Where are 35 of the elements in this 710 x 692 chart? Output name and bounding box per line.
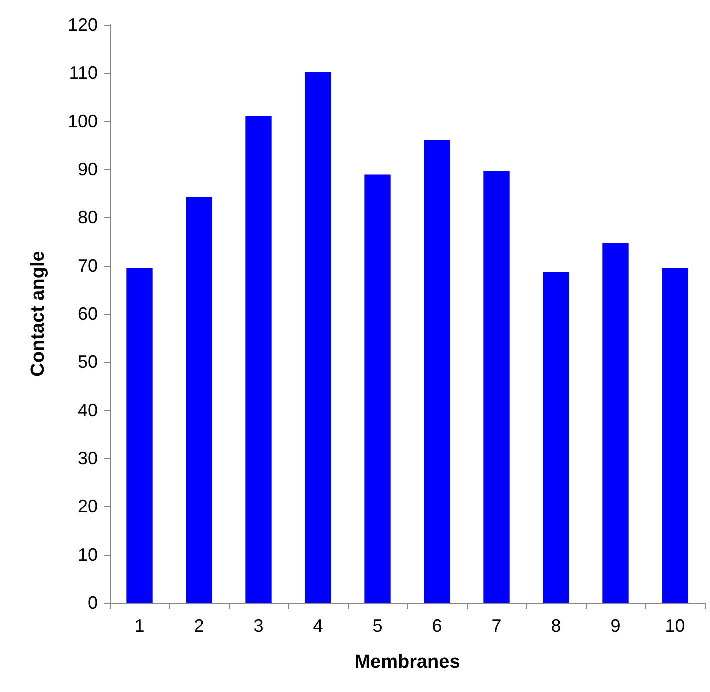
- y-tick-label: 70: [78, 256, 98, 276]
- y-tick-label: 30: [78, 448, 98, 468]
- y-tick-label: 80: [78, 208, 98, 228]
- y-tick-label: 90: [78, 160, 98, 180]
- bar: [484, 170, 510, 603]
- y-tick-label: 0: [88, 593, 98, 613]
- x-tick-label: 7: [492, 616, 502, 636]
- x-tick-label: 1: [134, 616, 145, 636]
- y-tick-label: 40: [78, 400, 98, 420]
- bar: [602, 243, 629, 603]
- bar: [543, 272, 570, 603]
- x-tick-label: 8: [551, 616, 562, 636]
- y-tick-label: 60: [78, 304, 98, 324]
- x-tick-label: 5: [372, 616, 383, 636]
- y-tick-label: 100: [68, 111, 98, 132]
- bar: [662, 268, 688, 603]
- x-tick-label: 2: [194, 616, 204, 636]
- x-tick-label: 6: [432, 616, 442, 636]
- y-axis-title: Contact angle: [28, 251, 49, 377]
- y-tick-label: 10: [78, 544, 98, 565]
- bar: [305, 72, 332, 603]
- y-tick-label: 50: [78, 352, 98, 372]
- y-tick-label: 20: [78, 496, 98, 517]
- bar: [246, 116, 272, 603]
- x-tick-label: 9: [610, 616, 621, 636]
- x-tick-label: 4: [313, 616, 324, 636]
- bar: [186, 196, 212, 603]
- y-tick-label: 110: [69, 63, 98, 84]
- x-axis-title: Membranes: [354, 652, 460, 673]
- x-tick-label: 3: [254, 616, 264, 636]
- bar: [126, 268, 153, 603]
- x-tick-label: 10: [665, 616, 686, 636]
- bar: [364, 174, 391, 603]
- y-tick-label: 120: [68, 15, 98, 35]
- bar: [424, 140, 450, 603]
